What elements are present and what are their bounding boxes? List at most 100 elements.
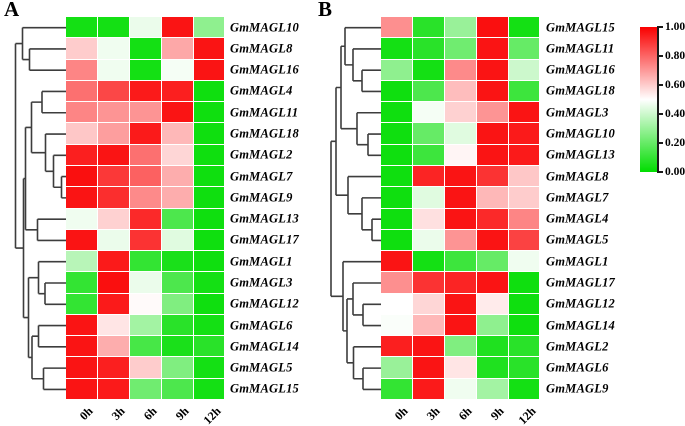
heatmap-cell xyxy=(444,229,476,251)
heatmap-cell xyxy=(508,38,540,59)
gene-label: GmMAGL16 xyxy=(230,62,299,77)
heatmap-cell xyxy=(66,378,97,400)
heatmap-cell xyxy=(412,336,444,357)
heatmap-cell xyxy=(381,314,412,336)
heatmap-cell xyxy=(193,102,225,123)
heatmap-cell xyxy=(193,187,225,208)
heatmap-cell xyxy=(412,38,444,59)
heatmap-cell xyxy=(161,208,193,229)
heatmap-cell xyxy=(381,102,412,123)
heatmap-cell xyxy=(381,336,412,357)
heatmap-cell xyxy=(161,336,193,357)
heatmap-cell xyxy=(381,165,412,187)
gene-label: GmMAGL14 xyxy=(230,339,299,354)
time-label: 6h xyxy=(140,404,160,423)
gene-label: GmMAGL1 xyxy=(230,254,293,269)
gene-label: GmMAGL2 xyxy=(230,147,293,162)
dendrogram-path xyxy=(14,26,66,391)
time-label: 0h xyxy=(76,404,96,423)
gene-label: GmMAGL8 xyxy=(230,41,293,56)
gene-label: GmMAGL10 xyxy=(230,20,299,35)
heatmap-cell xyxy=(476,187,508,208)
gene-label: GmMAGL6 xyxy=(230,318,293,333)
heatmap-cell xyxy=(97,102,129,123)
heatmap-cell xyxy=(193,293,225,314)
heatmap-cell xyxy=(476,123,508,144)
gene-label: GmMAGL3 xyxy=(230,275,293,290)
gene-label: GmMAGL16 xyxy=(546,62,615,77)
colorbar-tick-label: 1.00 xyxy=(665,21,685,33)
gene-label: GmMAGL15 xyxy=(230,381,299,396)
heatmap-cell xyxy=(193,59,225,80)
heatmap-cell xyxy=(129,17,161,38)
gene-label: GmMAGL18 xyxy=(230,126,299,141)
heatmap-cell xyxy=(412,229,444,251)
heatmap-cell xyxy=(97,144,129,165)
heatmap-cell xyxy=(508,293,540,314)
heatmap-cell xyxy=(381,229,412,251)
heatmap-cell xyxy=(381,17,412,38)
gene-label: GmMAGL11 xyxy=(230,105,299,120)
heatmap-cell xyxy=(508,357,540,378)
heatmap-cell xyxy=(476,251,508,272)
heatmap-cell xyxy=(381,378,412,400)
gene-label: GmMAGL15 xyxy=(546,20,615,35)
gene-label: GmMAGL13 xyxy=(546,147,615,162)
gene-label: GmMAGL9 xyxy=(230,190,293,205)
heatmap-cell xyxy=(444,123,476,144)
heatmap-cell xyxy=(444,251,476,272)
heatmap-cell xyxy=(97,378,129,400)
colorbar-tick xyxy=(659,142,663,144)
heatmap-cell xyxy=(193,357,225,378)
heatmap-cell xyxy=(508,378,540,400)
heatmap-cell xyxy=(444,17,476,38)
time-label: 0h xyxy=(391,404,411,423)
heatmap-cell xyxy=(412,314,444,336)
heatmap-cell xyxy=(129,378,161,400)
heatmap-cell xyxy=(412,144,444,165)
heatmap-cell xyxy=(161,123,193,144)
gene-label: GmMAGL2 xyxy=(546,339,609,354)
heatmap-cell xyxy=(66,208,97,229)
heatmap-cell xyxy=(193,17,225,38)
panel-a-dendrogram xyxy=(14,26,66,391)
heatmap-cell xyxy=(129,102,161,123)
heatmap-cell xyxy=(161,357,193,378)
colorbar-tick xyxy=(659,171,663,173)
heatmap-cell xyxy=(476,80,508,102)
colorbar-tick xyxy=(659,55,663,57)
heatmap-cell xyxy=(161,293,193,314)
colorbar-tick-label: 0.80 xyxy=(665,50,685,62)
heatmap-cell xyxy=(381,293,412,314)
heatmap-cell xyxy=(412,123,444,144)
heatmap-cell xyxy=(161,378,193,400)
heatmap-cell xyxy=(129,208,161,229)
colorbar-tick-label: 0.60 xyxy=(665,79,685,91)
heatmap-cell xyxy=(66,17,97,38)
gene-label: GmMAGL11 xyxy=(546,41,615,56)
heatmap-cell xyxy=(412,378,444,400)
heatmap-cell xyxy=(381,80,412,102)
heatmap-cell xyxy=(444,102,476,123)
heatmap-cell xyxy=(97,17,129,38)
heatmap-cell xyxy=(66,144,97,165)
heatmap-cell xyxy=(66,314,97,336)
heatmap-cell xyxy=(129,251,161,272)
heatmap-cell xyxy=(444,80,476,102)
heatmap-cell xyxy=(508,123,540,144)
colorbar-tick-label: 0.40 xyxy=(665,108,685,120)
heatmap-cell xyxy=(508,208,540,229)
heatmap-cell xyxy=(161,17,193,38)
heatmap-cell xyxy=(412,251,444,272)
gene-label: GmMAGL14 xyxy=(546,318,615,333)
heatmap-cell xyxy=(161,38,193,59)
heatmap-cell xyxy=(129,229,161,251)
heatmap-cell xyxy=(66,80,97,102)
heatmap-cell xyxy=(97,314,129,336)
heatmap-cell xyxy=(412,165,444,187)
heatmap-cell xyxy=(412,17,444,38)
heatmap-cell xyxy=(476,293,508,314)
heatmap-cell xyxy=(444,144,476,165)
heatmap-cell xyxy=(193,208,225,229)
gene-label: GmMAGL1 xyxy=(546,254,609,269)
